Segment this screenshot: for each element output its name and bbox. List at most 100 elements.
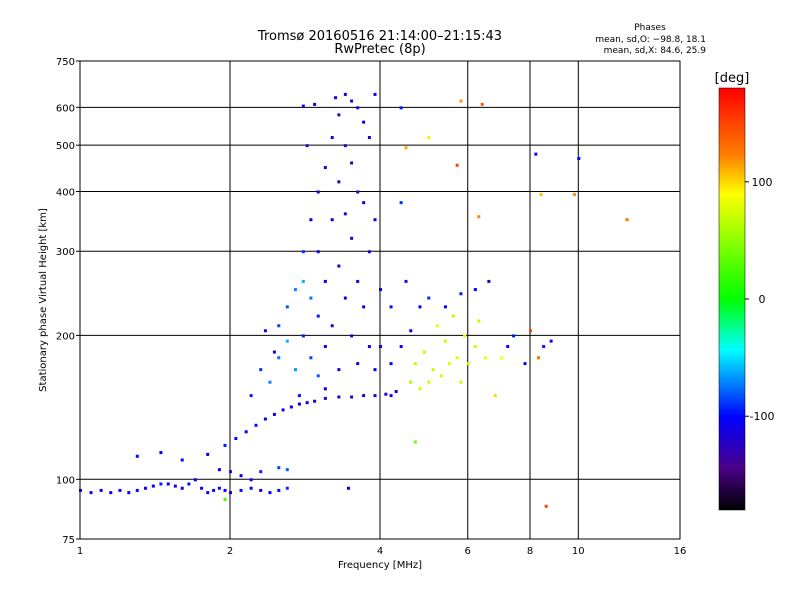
data-point xyxy=(316,250,320,254)
data-point xyxy=(480,102,484,106)
data-points xyxy=(79,92,629,508)
data-point xyxy=(259,488,263,492)
data-point xyxy=(379,288,382,292)
data-point xyxy=(356,279,360,283)
data-point xyxy=(539,193,543,197)
data-point xyxy=(542,345,546,349)
data-point xyxy=(206,491,210,495)
colorbar-unit: [deg] xyxy=(715,71,750,86)
data-point xyxy=(435,324,439,328)
data-point xyxy=(212,488,216,492)
x-axis-label: Frequency [MHz] xyxy=(338,560,422,571)
data-point xyxy=(249,478,253,482)
data-point xyxy=(135,488,139,492)
data-point xyxy=(625,218,629,222)
y-axis-ticks: 75 100 200 300 400 500 600 750 xyxy=(56,57,80,546)
data-point xyxy=(484,356,488,360)
data-point xyxy=(259,470,263,474)
chart-subtitle: RwPretec (8p) xyxy=(334,42,425,57)
data-point xyxy=(301,279,305,283)
data-point xyxy=(373,218,377,222)
data-point xyxy=(127,491,131,495)
data-point xyxy=(337,368,341,372)
data-point xyxy=(343,92,347,96)
data-point xyxy=(305,144,309,148)
data-point xyxy=(356,190,360,194)
data-point xyxy=(234,436,238,440)
chart-title: Tromsø 20160516 21:14:00–21:15:43 xyxy=(257,29,502,44)
data-point xyxy=(455,356,459,360)
data-point xyxy=(477,215,481,219)
data-point xyxy=(159,482,163,486)
data-point xyxy=(350,99,354,103)
data-point xyxy=(173,484,177,488)
y-tick-label: 500 xyxy=(56,141,75,152)
data-point xyxy=(99,488,103,492)
data-point xyxy=(463,334,467,338)
data-point xyxy=(356,362,360,366)
data-point xyxy=(285,339,289,343)
y-tick-label: 400 xyxy=(56,187,75,198)
data-point xyxy=(404,146,408,150)
data-point xyxy=(180,486,184,490)
data-point xyxy=(281,408,285,412)
data-point xyxy=(536,356,540,360)
data-point xyxy=(367,136,371,140)
data-point xyxy=(506,345,510,349)
data-point xyxy=(418,387,422,391)
data-point xyxy=(343,212,347,216)
data-point xyxy=(409,329,413,333)
data-point xyxy=(259,368,263,372)
data-point xyxy=(399,201,403,205)
data-point xyxy=(323,396,327,400)
data-point xyxy=(343,296,347,300)
data-point xyxy=(289,405,293,409)
data-point xyxy=(373,92,377,96)
data-point xyxy=(427,136,431,140)
data-point xyxy=(413,362,417,366)
data-point xyxy=(487,279,491,283)
data-point xyxy=(223,497,227,501)
data-point xyxy=(301,104,305,108)
data-point xyxy=(254,423,258,427)
data-point xyxy=(309,296,313,300)
data-point xyxy=(239,474,243,478)
data-point xyxy=(389,305,393,309)
data-point xyxy=(356,106,360,110)
data-point xyxy=(500,356,504,360)
data-point xyxy=(309,356,313,360)
stats-heading: Phases xyxy=(634,23,666,33)
data-point xyxy=(337,395,341,399)
data-point xyxy=(330,136,334,140)
data-point xyxy=(534,152,538,156)
data-point xyxy=(323,279,327,283)
x-tick-label: 8 xyxy=(527,546,533,557)
data-point xyxy=(477,319,481,323)
data-point xyxy=(466,362,470,366)
data-point xyxy=(297,394,301,398)
data-point xyxy=(337,113,341,117)
data-point xyxy=(337,180,341,184)
data-point xyxy=(413,440,417,444)
data-point xyxy=(217,468,221,472)
data-point xyxy=(200,486,204,490)
data-point xyxy=(166,482,170,486)
data-point xyxy=(330,324,334,328)
y-tick-label: 200 xyxy=(56,331,75,342)
data-point xyxy=(229,491,232,495)
data-point xyxy=(373,368,377,372)
data-point xyxy=(459,99,463,103)
data-point xyxy=(268,491,272,495)
data-point xyxy=(187,482,191,486)
data-point xyxy=(277,324,281,328)
data-point xyxy=(439,374,443,378)
plot-frame xyxy=(79,60,681,540)
y-tick-label: 750 xyxy=(56,57,75,68)
data-point xyxy=(285,486,289,490)
data-point xyxy=(362,394,366,398)
data-point xyxy=(316,374,320,378)
data-point xyxy=(473,345,477,349)
stats-o-mode: mean, sd,O: −98.8, 18.1 xyxy=(595,35,706,45)
x-tick-label: 16 xyxy=(674,546,687,557)
